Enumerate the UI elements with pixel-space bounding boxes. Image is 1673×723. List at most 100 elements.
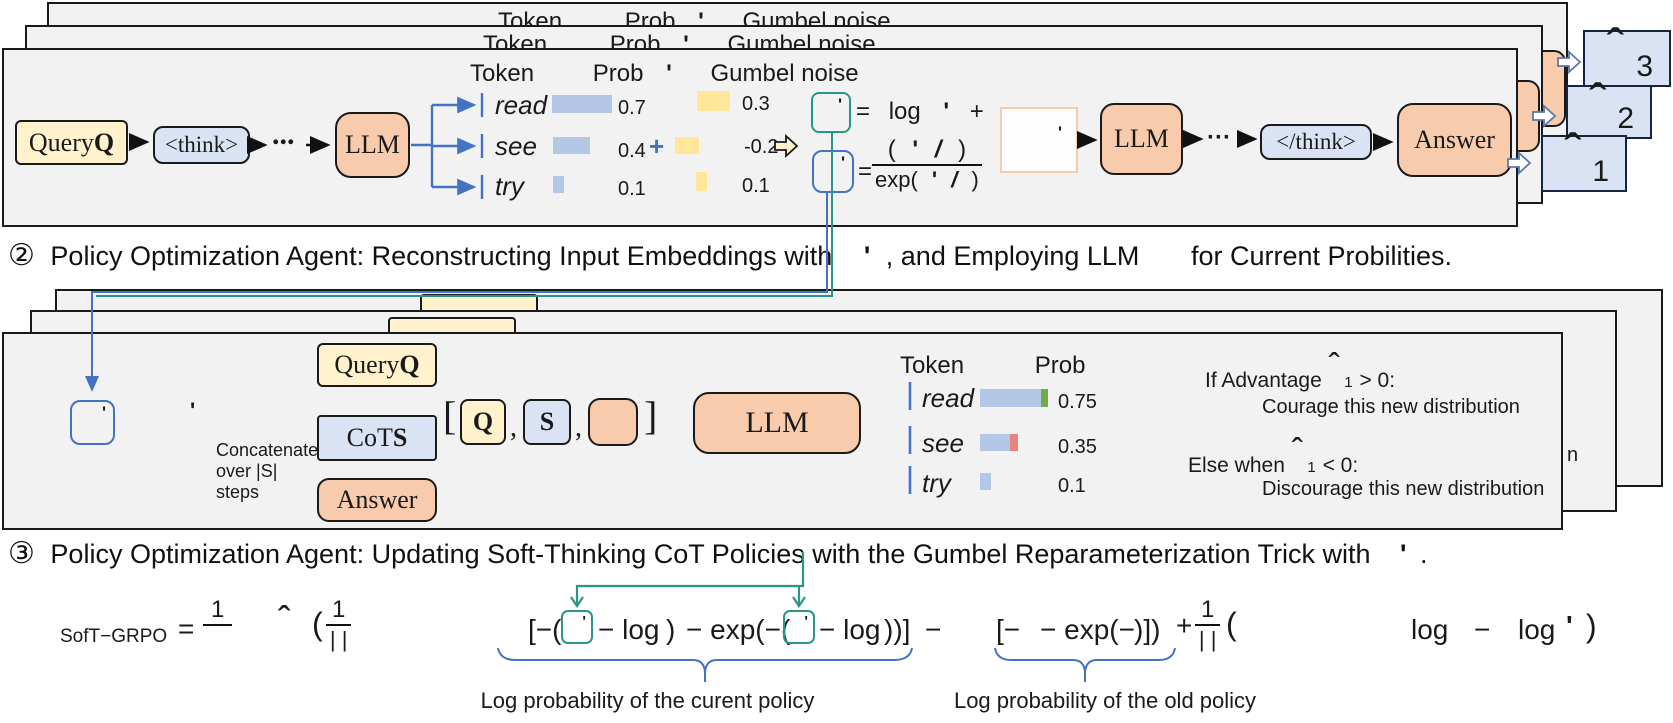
llm-label: LLM [1114,124,1169,153]
stage2-table-header: Token Prob [900,352,1085,380]
numerator: 1 [1195,596,1221,626]
header-prob-mark: ' [683,31,689,58]
slash: / [934,136,942,163]
llm-label: LLM [345,130,400,159]
query-box: Query Q [15,120,128,165]
note-line: over |S| [216,461,278,481]
caption-stage3: ③ Policy Optimization Agent: Updating So… [8,536,1427,571]
numerator: 1 [326,596,352,626]
query-label: Query [28,127,94,157]
comma: , [575,412,582,443]
close-paren: ) [1586,608,1597,644]
tail-log-2: log [1518,614,1556,645]
token-try: try [495,171,524,201]
answer-label: Answer [1414,125,1495,154]
paren: ( [887,136,896,163]
bracket-open: [ [443,393,457,438]
frac-one-over-S-2: 1 | | [1195,596,1221,653]
llm-box-rollout: LLM [335,112,410,178]
cur-log-2: − log [819,614,881,645]
header-token: Token [900,352,965,379]
gumbel-box-cur-1: ' [561,610,593,644]
advantage-else-detail: Discourage this new distribution [1262,478,1545,500]
stage1-table-header: Token Prob ' Gumbel noise [470,60,859,88]
caption3-period: . [1419,539,1428,569]
frac-one-over-G: 1 [203,596,233,653]
token-read: read [922,383,975,413]
sub: 1 [1307,459,1316,476]
query-symbol: Q [93,127,115,157]
ellipsis: ... [272,118,295,151]
old-close: )]) [1134,614,1161,645]
bracket-close: ] [644,393,658,438]
llm-box-continue: LLM [1100,103,1183,175]
exp: exp( [875,167,918,192]
log: log [888,98,921,125]
brace2-label: Log probability of the old policy [953,688,1257,713]
gumbel-box-cur-2: ' [783,610,815,644]
paren: ) [971,167,979,192]
think-close-label: </think> [1276,129,1356,154]
embedding-mark: ' [101,403,106,422]
prob-delta-up [1041,389,1048,407]
prime-mark: ' [943,98,950,125]
prob-value-see: 0.35 [1058,436,1097,458]
cur-close-1: ) [666,614,676,645]
old-exp: − exp(− [1040,614,1135,645]
header-token: Token [470,60,535,87]
soft-embedding-box: ' [812,150,854,193]
llm-label: LLM [745,406,809,439]
answer-box: Answer [1397,103,1512,177]
equals: = [178,613,195,644]
sub: 1 [1344,374,1353,391]
minus: − [925,614,942,645]
prob-value-try: 0.1 [618,178,646,200]
embedding-sequence-mark: ' [190,398,196,423]
prob-bar-try [553,176,564,193]
header-gumbel: Gumbel noise [710,60,859,87]
embedding-mark: ' [840,153,845,172]
comma: , [510,412,517,443]
caption3-mark: ' [1400,539,1407,569]
if-cond: > 0: [1359,369,1396,392]
q-chip: Q [460,399,506,445]
caption3-text: Policy Optimization Agent: Updating Soft… [50,539,1371,569]
caption2-mark: ' [863,241,871,271]
prob-bar-see [980,434,1010,451]
advantage-if-detail: Courage this new distribution [1262,396,1520,418]
noise-bar-see [675,137,699,154]
prob-bar-read [980,389,1041,407]
gumbel-formula: = log ' + [856,98,984,126]
sum-hat: ˆ [278,600,291,642]
cur-close-2: ))] [884,614,911,645]
header-prob: Prob [592,60,644,87]
prob-bar-read [552,95,612,113]
caption2-text-c: for Current Probilities. [1190,241,1453,271]
note-line: steps [216,482,260,502]
tail-minus: − [1474,614,1491,645]
hat: ˆ [1291,432,1304,470]
loss-lhs-subscript: SofT−GRPO [60,626,168,647]
token-see: see [922,428,964,458]
plus-sign: + [649,131,665,161]
softmax-numerator: ( ' / ) [872,136,982,166]
frac-one-over-S: 1 | | [326,596,352,653]
prob-value-try: 0.1 [1058,475,1086,497]
caption2-text-a: Policy Optimization Agent: Reconstructin… [50,241,833,271]
else-text: Else when [1188,454,1285,477]
prob-value-read: 0.75 [1058,391,1097,413]
prob-value-read: 0.7 [618,97,646,119]
old-open: [− [996,614,1021,645]
prob-bar-see [553,137,590,154]
caption-stage2: ② Policy Optimization Agent: Reconstruct… [8,238,1452,273]
prime-mark: ' [912,136,919,163]
reward-index: 2 [1617,102,1634,135]
concatenate-note: Concatenate over |S| steps [216,440,318,503]
paren: ) [958,136,967,163]
tail-mark: ' [1566,610,1573,641]
answer-chip [588,398,638,446]
s-chip-label: S [539,407,555,436]
